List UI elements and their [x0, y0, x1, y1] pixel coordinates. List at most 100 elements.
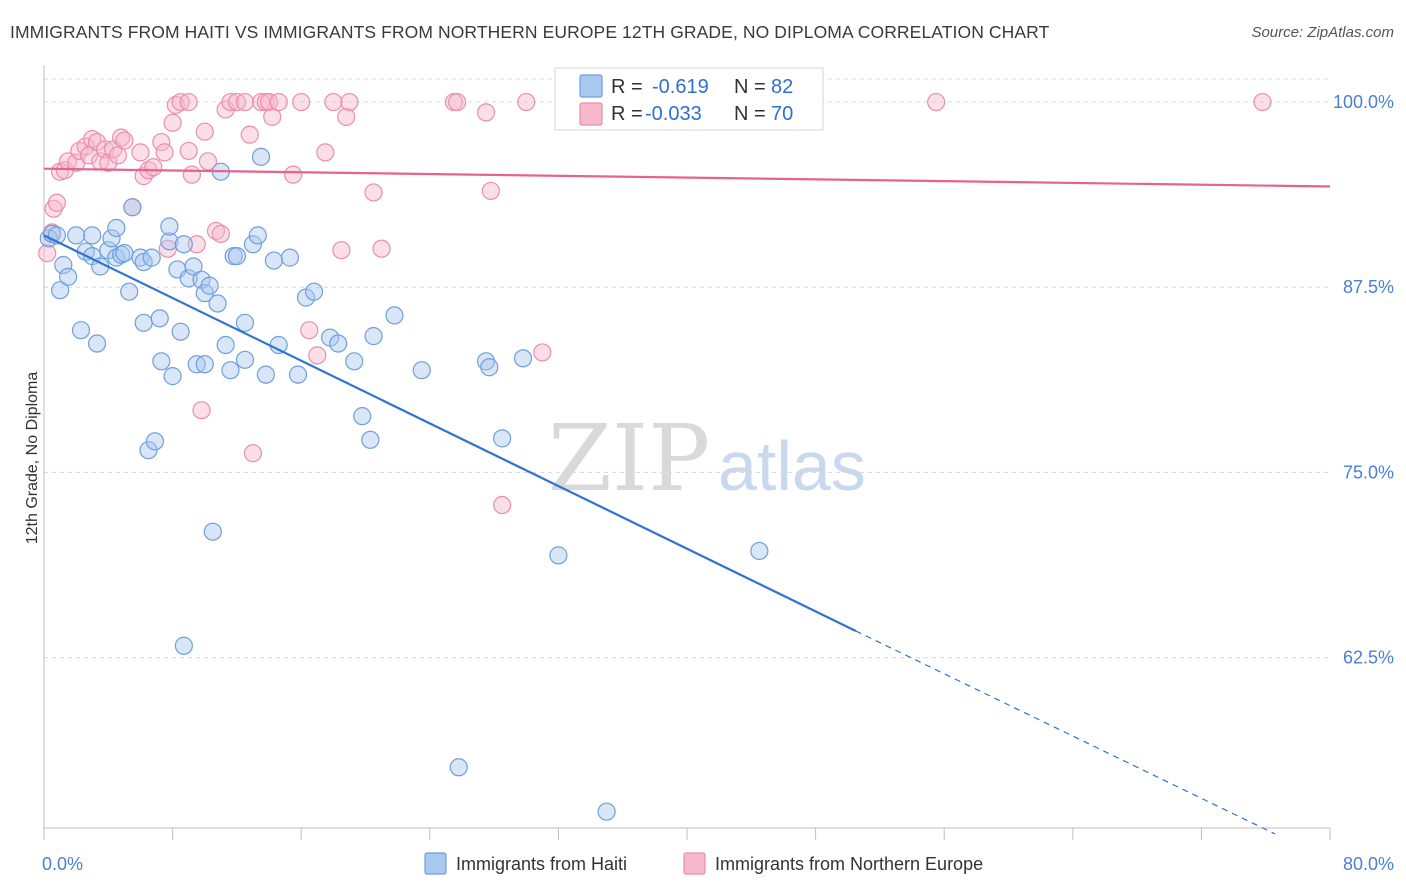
haiti-point-30	[160, 217, 179, 236]
haiti-point-74	[513, 349, 533, 368]
haiti-point-52	[243, 235, 263, 254]
northern-europe-point-3	[47, 193, 66, 212]
haiti-point-19	[120, 282, 139, 301]
northern-europe-point-37	[198, 152, 218, 171]
northern-europe-point-15	[99, 153, 118, 172]
haiti-point-58	[280, 248, 300, 267]
northern-europe-point-63	[448, 92, 467, 112]
northern-europe-point-66	[517, 92, 536, 112]
northern-europe-point-28	[163, 113, 182, 132]
haiti-point-56	[264, 251, 283, 270]
haiti-point-42	[200, 276, 219, 295]
haiti-point-67	[364, 327, 383, 346]
northern-europe-point-48	[259, 92, 279, 112]
bottom-legend-swatch-northern-europe	[683, 852, 706, 875]
haiti-point-24	[139, 441, 158, 460]
haiti-point-55	[256, 365, 275, 384]
bottom-legend-label-northern-europe: Immigrants from Northern Europe	[715, 854, 983, 874]
y-tick-label-1: 87.5%	[1343, 277, 1394, 297]
haiti-point-54	[251, 147, 271, 166]
y-tick-label-2: 75.0%	[1343, 462, 1394, 482]
northern-europe-point-67	[533, 343, 552, 362]
legend-n-label-haiti: N =	[734, 76, 766, 98]
haiti-point-70	[449, 758, 468, 777]
y-tick-labels: 100.0% 87.5% 75.0% 62.5%	[1333, 92, 1394, 668]
y-tick-label-0: 100.0%	[1333, 92, 1394, 112]
haiti-point-23	[134, 313, 153, 332]
northern-europe-point-53	[300, 321, 319, 340]
haiti-point-49	[227, 247, 246, 266]
northern-europe-point-36	[195, 122, 214, 141]
northern-europe-point-54	[308, 346, 327, 365]
haiti-point-6	[67, 226, 86, 245]
legend-swatch-northern-europe	[579, 102, 603, 126]
haiti-point-43	[203, 522, 222, 541]
northern-europe-point-64	[476, 103, 496, 122]
haiti-point-40	[195, 355, 214, 374]
haiti-point-20	[123, 198, 142, 217]
northern-europe-point-32	[179, 141, 198, 161]
northern-europe-point-19	[115, 131, 134, 150]
legend-r-label-haiti: R =	[611, 76, 643, 98]
bottom-legend: Immigrants from Haiti Immigrants from No…	[424, 852, 983, 875]
northern-europe-point-68	[927, 92, 946, 112]
northern-europe-point-31	[179, 92, 198, 112]
northern-europe-point-41	[221, 92, 240, 112]
haiti-point-4	[54, 255, 73, 275]
northern-europe-point-43	[235, 92, 255, 112]
northern-europe-point-44	[240, 125, 259, 144]
northern-europe-point-33	[182, 165, 201, 184]
northern-europe-point-11	[83, 129, 102, 149]
haiti-point-68	[385, 306, 404, 325]
watermark-zip: ZIP	[548, 405, 710, 512]
northern-europe-point-18	[112, 128, 131, 147]
haiti-point-69	[412, 361, 431, 380]
northern-europe-point-45	[243, 444, 263, 463]
x-tick-label-1: 80.0%	[1343, 854, 1394, 874]
northern-europe-point-61	[372, 239, 391, 258]
legend-n-label-northern-europe: N =	[734, 103, 766, 125]
haiti-point-72	[480, 358, 499, 377]
northern-europe-point-24	[144, 158, 163, 177]
haiti-point-26	[145, 432, 165, 451]
haiti-point-33	[171, 322, 190, 341]
haiti-point-5	[59, 267, 78, 286]
haiti-point-27	[150, 309, 169, 328]
northern-europe-point-50	[269, 92, 288, 112]
haiti-point-50	[235, 350, 255, 369]
haiti-point-61	[304, 282, 324, 301]
northern-europe-point-35	[192, 401, 211, 420]
northern-europe-point-26	[155, 143, 174, 162]
northern-europe-point-59	[340, 92, 359, 112]
legend-r-label-northern-europe: R =	[611, 103, 643, 125]
northern-europe-point-34	[187, 235, 206, 254]
haiti-point-3	[50, 281, 70, 300]
legend-n-value-northern-europe: 70	[771, 103, 793, 125]
x-tick-labels: 0.0% 80.0%	[42, 854, 1394, 874]
watermark-atlas: atlas	[718, 427, 866, 505]
legend-r-value-northern-europe: -0.033	[645, 103, 702, 125]
northern-europe-point-0	[38, 244, 57, 263]
northern-europe-point-69	[1253, 92, 1272, 112]
series-haiti	[39, 147, 769, 821]
haiti-trend-line	[43, 234, 857, 632]
haiti-point-10	[83, 226, 102, 245]
haiti-point-31	[163, 367, 182, 386]
haiti-point-28	[152, 352, 171, 371]
haiti-point-44	[208, 294, 227, 313]
haiti-point-37	[184, 257, 203, 276]
northern-europe-point-58	[337, 107, 356, 126]
northern-europe-point-55	[316, 143, 335, 162]
legend-n-value-haiti: 82	[771, 76, 793, 98]
haiti-point-76	[597, 802, 616, 821]
northern-europe-point-57	[332, 241, 351, 260]
northern-europe-trend-line	[43, 167, 1331, 188]
y-tick-label-3: 62.5%	[1343, 648, 1394, 668]
y-axis-label: 12th Grade, No Diploma	[24, 372, 41, 545]
haiti-point-59	[288, 365, 308, 384]
haiti-point-51	[235, 313, 255, 332]
haiti-point-47	[221, 361, 240, 380]
haiti-point-75	[549, 546, 568, 565]
northern-europe-point-52	[292, 92, 311, 112]
